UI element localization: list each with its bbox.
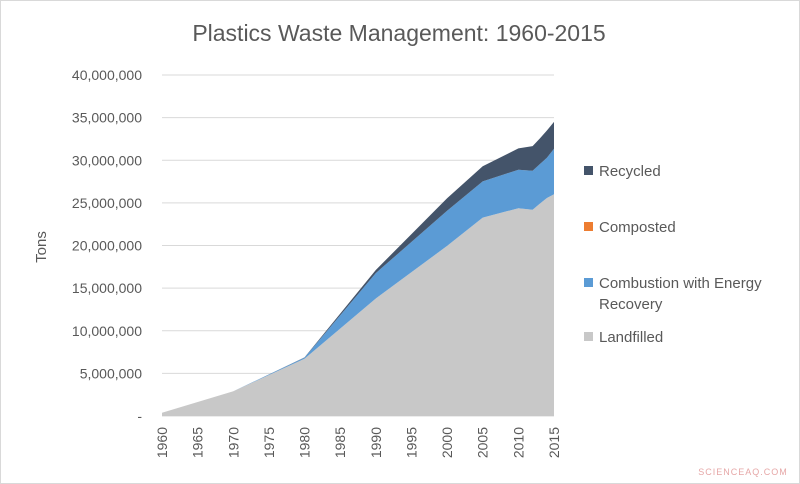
legend-label-recycled: Recycled [599, 163, 661, 180]
legend-swatch-landfilled [584, 332, 593, 341]
x-tick-label: 1970 [225, 427, 241, 458]
area-landfilled [162, 194, 554, 416]
legend-label-combustion-with-energy-recovery: Recovery [599, 296, 663, 313]
y-tick-label: - [137, 408, 142, 424]
y-tick-label: 25,000,000 [72, 195, 142, 211]
chart-title: Plastics Waste Management: 1960-2015 [192, 20, 605, 46]
x-tick-label: 2000 [439, 427, 455, 458]
legend-label-landfilled: Landfilled [599, 329, 663, 346]
area-recycled [162, 121, 554, 413]
legend-swatch-composted [584, 222, 593, 231]
y-axis-label: Tons [33, 231, 50, 263]
x-tick-label: 2015 [546, 427, 562, 458]
x-tick-label: 2010 [510, 427, 526, 458]
watermark-text: SCIENCEAQ.COM [698, 467, 788, 477]
legend-swatch-recycled [584, 166, 593, 175]
area-series [162, 121, 554, 416]
y-tick-label: 35,000,000 [72, 110, 142, 126]
x-tick-label: 1975 [261, 427, 277, 458]
x-tick-label: 2005 [475, 427, 491, 458]
x-tick-label: 1965 [190, 427, 206, 458]
legend-label-composted: Composted [599, 219, 676, 236]
x-axis-ticks: 1960 1965 1970 1975 1980 1985 1990 1995 2000 2005… [154, 427, 562, 458]
x-tick-label: 1995 [404, 427, 420, 458]
x-tick-label: 1990 [368, 427, 384, 458]
y-axis-ticks: - 5,000,000 10,000,000 15,000,000 20,000,000… [72, 67, 142, 424]
y-tick-label: 10,000,000 [72, 323, 142, 339]
y-tick-label: 20,000,000 [72, 238, 142, 254]
y-tick-label: 40,000,000 [72, 67, 142, 83]
y-tick-label: 30,000,000 [72, 152, 142, 168]
x-tick-label: 1985 [332, 427, 348, 458]
x-tick-label: 1980 [297, 427, 313, 458]
legend-swatch-combustion-with-energy-recovery [584, 278, 593, 287]
legend-label-combustion-with-energy-recovery: Combustion with Energy [599, 275, 762, 292]
area-combustion-with-energy-recovery [162, 148, 554, 413]
y-tick-label: 5,000,000 [80, 365, 142, 381]
x-tick-label: 1960 [154, 427, 170, 458]
y-tick-label: 15,000,000 [72, 280, 142, 296]
legend: Recycled Composted Combustion with Energy R… [584, 163, 762, 346]
